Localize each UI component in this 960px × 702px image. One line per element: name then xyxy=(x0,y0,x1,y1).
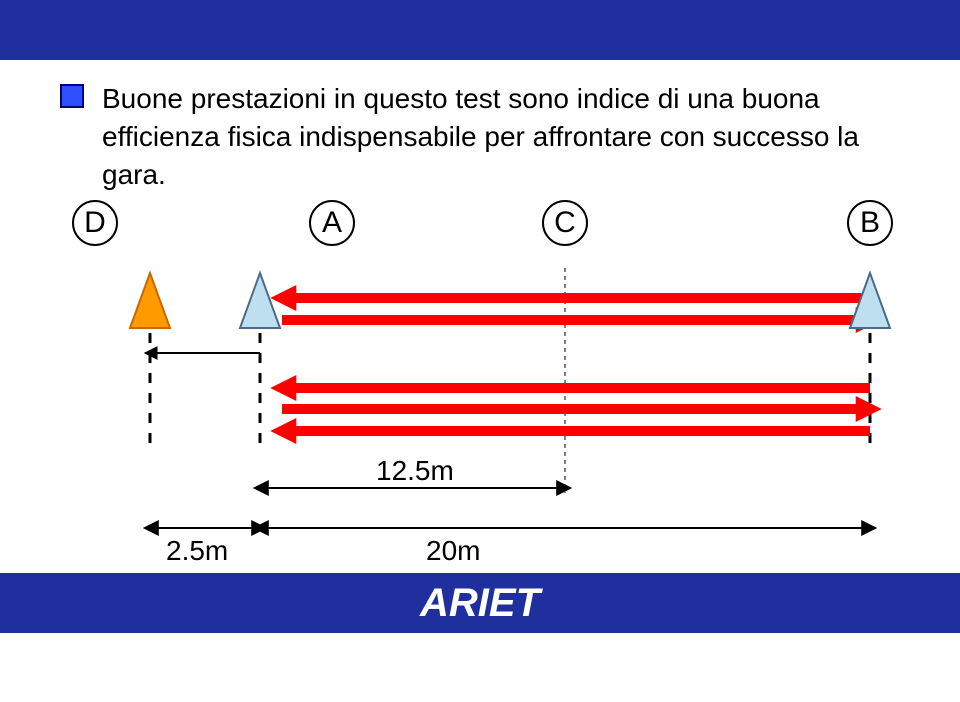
footer-bar: ARIET xyxy=(0,573,960,633)
dimension-label: 2.5m xyxy=(160,535,234,567)
bullet-square-icon xyxy=(60,84,84,108)
page-title: Introduzione xyxy=(130,6,382,54)
intro-paragraph-row: Buone prestazioni in questo test sono in… xyxy=(0,60,960,193)
dimension-label: 20m xyxy=(420,535,486,567)
diagram-area: DACB 12.5m2.5m20m xyxy=(0,193,960,573)
intro-paragraph: Buone prestazioni in questo test sono in… xyxy=(102,80,900,193)
footer-title: ARIET xyxy=(420,581,540,626)
title-bar: Introduzione xyxy=(0,0,960,60)
dimension-label: 12.5m xyxy=(370,455,460,487)
diagram-svg xyxy=(0,193,960,573)
